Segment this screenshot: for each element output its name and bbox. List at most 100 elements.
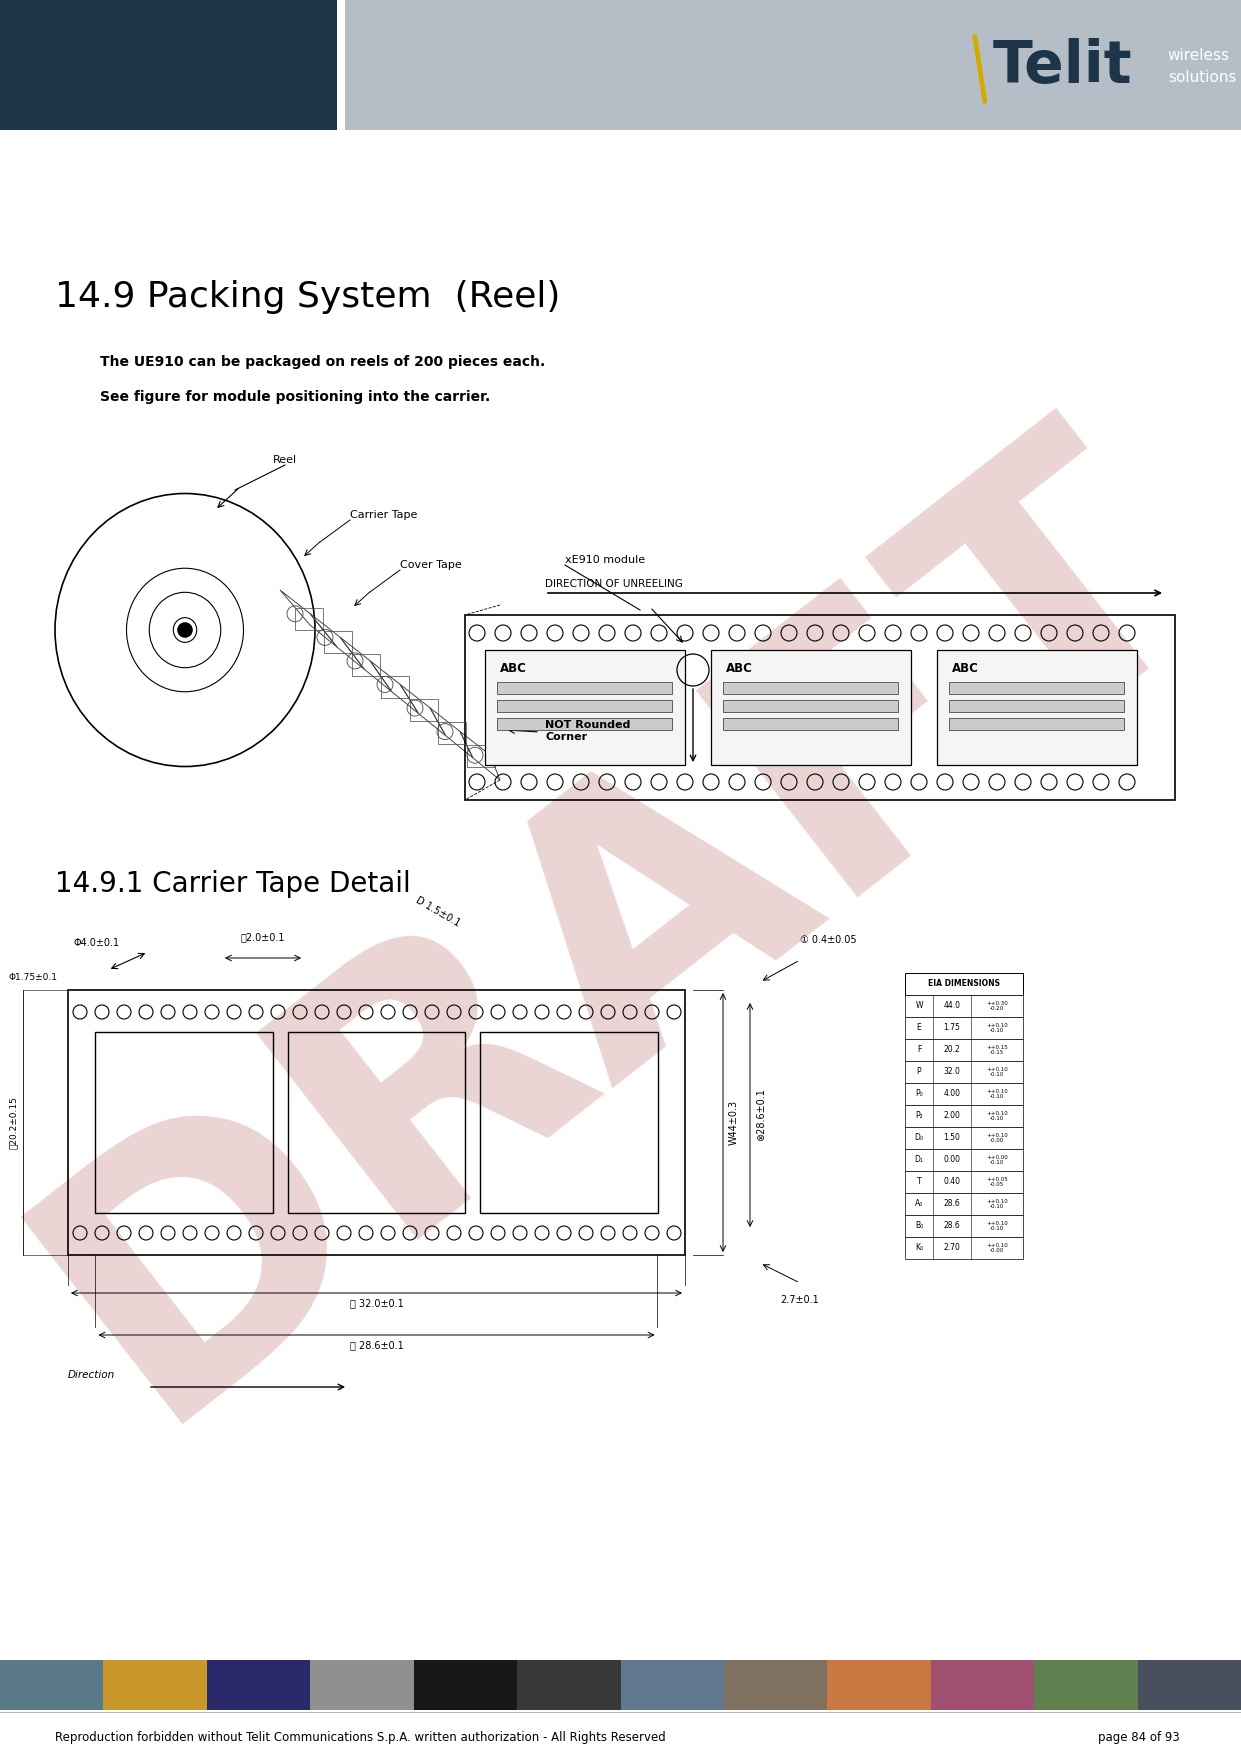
Text: K₀: K₀: [915, 1244, 923, 1252]
Text: 4.00: 4.00: [943, 1089, 961, 1098]
Text: Telit: Telit: [993, 39, 1133, 95]
Bar: [410, 700, 438, 721]
Text: E: E: [917, 1024, 921, 1033]
Bar: [905, 1105, 1023, 1128]
Text: W: W: [916, 1002, 923, 1010]
Text: 14.9.1 Carrier Tape Detail: 14.9.1 Carrier Tape Detail: [55, 870, 411, 898]
Text: ++0.00
-0.10: ++0.00 -0.10: [987, 1154, 1008, 1165]
Text: ++0.15
-0.15: ++0.15 -0.15: [987, 1045, 1008, 1056]
Bar: [711, 651, 911, 765]
Text: Cover Tape: Cover Tape: [400, 560, 462, 570]
Text: wireless
solutions: wireless solutions: [1168, 49, 1236, 84]
Bar: [905, 995, 1023, 1017]
Bar: [345, 0, 1241, 130]
Text: F: F: [917, 1045, 921, 1054]
Text: ++0.10
-0.00: ++0.10 -0.00: [987, 1242, 1008, 1254]
Bar: [413, 1659, 517, 1710]
Text: 20.2: 20.2: [943, 1045, 961, 1054]
Bar: [905, 1216, 1023, 1237]
Bar: [0, 1659, 103, 1710]
Bar: [724, 682, 898, 695]
Text: The UE910 can be packaged on reels of 200 pieces each.: The UE910 can be packaged on reels of 20…: [101, 354, 545, 368]
Bar: [905, 1172, 1023, 1193]
Text: P₀: P₀: [915, 1089, 923, 1098]
Bar: [724, 700, 898, 712]
Bar: [905, 1082, 1023, 1105]
Text: P: P: [917, 1068, 921, 1077]
Text: ABC: ABC: [500, 661, 527, 675]
Bar: [295, 609, 324, 630]
Text: ABC: ABC: [726, 661, 753, 675]
Text: ++0.10
-0.10: ++0.10 -0.10: [987, 1023, 1008, 1033]
Text: DIRECTION OF UNREELING: DIRECTION OF UNREELING: [545, 579, 683, 589]
Text: Φ1.75±0.1: Φ1.75±0.1: [9, 973, 58, 982]
Bar: [620, 1659, 724, 1710]
Bar: [724, 717, 898, 730]
Bar: [905, 973, 1023, 995]
Text: ⊗28.6±0.1: ⊗28.6±0.1: [756, 1089, 766, 1142]
Bar: [485, 651, 685, 765]
Text: ++0.10
-0.10: ++0.10 -0.10: [987, 1089, 1008, 1100]
Bar: [905, 1128, 1023, 1149]
Bar: [0, 0, 338, 130]
Text: T: T: [917, 1177, 921, 1186]
Bar: [905, 1149, 1023, 1172]
Text: 28.6: 28.6: [943, 1200, 961, 1209]
Text: ++0.05
-0.05: ++0.05 -0.05: [987, 1177, 1008, 1187]
Text: W44±0.3: W44±0.3: [728, 1100, 738, 1145]
Bar: [310, 1659, 413, 1710]
Text: Reproduction forbidden without Telit Communications S.p.A. written authorization: Reproduction forbidden without Telit Com…: [55, 1731, 665, 1745]
Bar: [937, 651, 1137, 765]
Text: ++0.10
-0.10: ++0.10 -0.10: [987, 1110, 1008, 1121]
Bar: [465, 616, 1175, 800]
Text: Ⓟ2.0±0.1: Ⓟ2.0±0.1: [241, 931, 285, 942]
Bar: [103, 1659, 207, 1710]
Text: ++0.10
-0.10: ++0.10 -0.10: [987, 1221, 1008, 1231]
Text: ++0.10
-0.10: ++0.10 -0.10: [987, 1066, 1008, 1077]
Bar: [496, 717, 671, 730]
Text: NOT Rounded
Corner: NOT Rounded Corner: [545, 719, 630, 742]
Bar: [905, 1237, 1023, 1259]
Text: A₀: A₀: [915, 1200, 923, 1209]
Text: Ⓟ 32.0±0.1: Ⓟ 32.0±0.1: [350, 1298, 403, 1308]
Text: P₂: P₂: [915, 1112, 923, 1121]
Bar: [949, 717, 1124, 730]
Text: 1.75: 1.75: [943, 1024, 961, 1033]
Text: D₁: D₁: [915, 1156, 923, 1165]
Text: See figure for module positioning into the carrier.: See figure for module positioning into t…: [101, 389, 490, 403]
Text: 32.0: 32.0: [943, 1068, 961, 1077]
Text: ++0.10
-0.10: ++0.10 -0.10: [987, 1198, 1008, 1210]
Text: D 1.5±0.1: D 1.5±0.1: [414, 895, 462, 928]
Bar: [467, 745, 495, 766]
Bar: [352, 654, 381, 675]
Text: 2.7±0.1: 2.7±0.1: [781, 1294, 819, 1305]
Text: 14.9 Packing System  (Reel): 14.9 Packing System (Reel): [55, 281, 561, 314]
Text: 1.50: 1.50: [943, 1133, 961, 1142]
Text: Ⓟ 28.6±0.1: Ⓟ 28.6±0.1: [350, 1340, 403, 1351]
Text: ++0.10
-0.00: ++0.10 -0.00: [987, 1133, 1008, 1144]
Text: ① 0.4±0.05: ① 0.4±0.05: [800, 935, 856, 945]
Bar: [724, 1659, 828, 1710]
Bar: [1138, 1659, 1241, 1710]
Bar: [949, 682, 1124, 695]
Bar: [438, 723, 467, 744]
Bar: [381, 677, 410, 698]
Bar: [96, 1031, 273, 1214]
Text: 2.00: 2.00: [943, 1112, 961, 1121]
Bar: [1034, 1659, 1138, 1710]
Bar: [931, 1659, 1034, 1710]
Bar: [905, 1017, 1023, 1038]
Text: Φ4.0±0.1: Φ4.0±0.1: [73, 938, 119, 947]
Bar: [905, 1061, 1023, 1082]
Text: 0.40: 0.40: [943, 1177, 961, 1186]
Text: Direction: Direction: [68, 1370, 115, 1380]
Bar: [905, 1038, 1023, 1061]
Text: Reel: Reel: [273, 454, 297, 465]
Text: 44.0: 44.0: [943, 1002, 961, 1010]
Bar: [905, 1193, 1023, 1216]
Text: ++0.30
-0.20: ++0.30 -0.20: [987, 1000, 1008, 1012]
Text: page 84 of 93: page 84 of 93: [1098, 1731, 1180, 1745]
Bar: [207, 1659, 310, 1710]
Text: D₀: D₀: [915, 1133, 923, 1142]
Text: B₀: B₀: [915, 1221, 923, 1231]
